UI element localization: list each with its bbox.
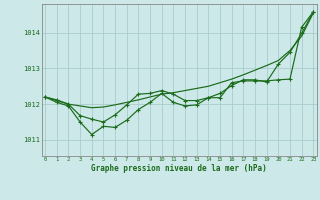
X-axis label: Graphe pression niveau de la mer (hPa): Graphe pression niveau de la mer (hPa) [91, 164, 267, 173]
